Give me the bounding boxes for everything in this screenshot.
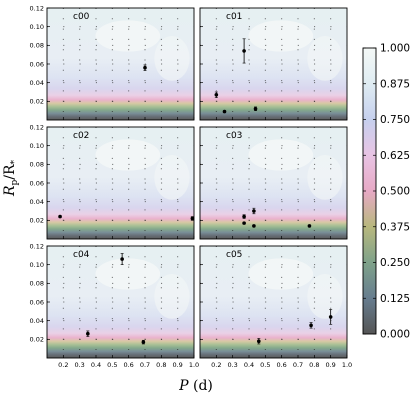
contour-blob xyxy=(154,155,190,200)
colorbar-tick-label: 1.000 xyxy=(380,43,410,55)
panel-title: c01 xyxy=(226,12,242,22)
y-tick-label: 0.06 xyxy=(30,179,44,187)
panel-c00: 0.02 0.04 0.06 0.08 0.10 0.12 c00 xyxy=(30,4,195,121)
data-point xyxy=(120,257,124,261)
data-point xyxy=(214,93,219,97)
contour-blob xyxy=(307,274,343,319)
contour-blob xyxy=(248,20,314,52)
panel-c05: 0.2 0.3 0.4 0.5 0.6 0.7 0.8 0.9 1.0 c05 xyxy=(199,245,352,369)
y-tick-label: 0.10 xyxy=(30,142,44,150)
colorbar-tick-label: 0.625 xyxy=(380,150,410,162)
data-point xyxy=(252,224,256,228)
y-tick-label: 0.12 xyxy=(30,123,44,131)
y-tick-label: 0.06 xyxy=(30,298,44,306)
x-tick-label: 0.5 xyxy=(260,361,270,369)
y-tick-label: 0.08 xyxy=(30,280,44,288)
data-point xyxy=(242,221,246,225)
x-tick-label: 0.3 xyxy=(74,361,84,369)
contour-blob xyxy=(95,258,161,290)
data-point xyxy=(242,214,246,219)
y-tick-label: 0.04 xyxy=(30,198,44,206)
x-tick-label: 1.0 xyxy=(189,361,199,369)
panel-title: c05 xyxy=(226,250,242,260)
x-tick-label: 0.7 xyxy=(293,361,303,369)
y-tick-label: 0.08 xyxy=(30,161,44,169)
x-axis-label: P (d) xyxy=(178,378,213,394)
colorbar: 1.000 0.875 0.750 0.625 0.500 0.375 0.250 0.125… xyxy=(362,43,410,341)
panel-title: c04 xyxy=(73,250,90,260)
contour-blob xyxy=(154,274,190,319)
x-tick-label: 0.9 xyxy=(172,361,182,369)
data-point xyxy=(86,331,90,336)
y-axis-label: Rp/R* xyxy=(2,159,20,197)
colorbar-tick-label: 0.500 xyxy=(380,186,410,198)
x-tick-label: 0.2 xyxy=(58,361,68,369)
data-point xyxy=(222,109,227,114)
x-tick-label: 0.7 xyxy=(140,361,150,369)
y-tick-label: 0.10 xyxy=(30,23,44,31)
panel-c03: c03 xyxy=(199,126,348,240)
data-point xyxy=(328,315,333,319)
data-point xyxy=(307,224,312,228)
contour-blob xyxy=(248,258,314,290)
data-point xyxy=(58,214,62,219)
colorbar-tick-label: 0.875 xyxy=(380,78,410,90)
x-tick-label: 1.0 xyxy=(342,361,352,369)
data-point xyxy=(252,209,256,213)
x-tick-label: 0.8 xyxy=(309,361,319,369)
data-point xyxy=(309,323,313,328)
panel-title: c02 xyxy=(73,131,89,141)
data-point xyxy=(242,49,246,53)
y-tick-label: 0.12 xyxy=(30,242,44,250)
contour-blob xyxy=(95,20,161,52)
contour-blob xyxy=(154,36,190,81)
data-point xyxy=(143,65,147,70)
y-tick-label: 0.08 xyxy=(30,42,44,50)
y-tick-label: 0.12 xyxy=(30,4,44,12)
colorbar-tick-label: 0.750 xyxy=(380,114,410,126)
y-tick-label: 0.04 xyxy=(30,317,44,325)
data-point xyxy=(190,216,195,221)
x-tick-label: 0.8 xyxy=(156,361,166,369)
panel-title: c03 xyxy=(226,131,242,141)
panel-c04: 0.02 0.04 0.06 0.08 0.10 0.12 0.2 0.3 0.4 0.5 0.6 0… xyxy=(30,242,200,369)
colorbar-tick-label: 0.375 xyxy=(380,221,410,233)
y-tick-label: 0.06 xyxy=(30,60,44,68)
colorbar-tick-label: 0.000 xyxy=(380,329,410,341)
y-tick-label: 0.02 xyxy=(30,336,44,344)
contour-blob xyxy=(307,155,343,200)
y-tick-label: 0.02 xyxy=(30,98,44,106)
data-point xyxy=(257,339,261,344)
colorbar-tick-label: 0.250 xyxy=(380,257,410,269)
panel-c01: c01 xyxy=(199,7,348,121)
y-tick-label: 0.10 xyxy=(30,261,44,269)
y-tick-label: 0.02 xyxy=(30,217,44,225)
x-tick-label: 0.5 xyxy=(107,361,117,369)
x-tick-label: 0.9 xyxy=(325,361,335,369)
x-tick-label: 0.3 xyxy=(227,361,237,369)
y-tick-label: 0.04 xyxy=(30,79,44,87)
x-tick-label: 0.4 xyxy=(91,361,101,369)
x-tick-label: 0.4 xyxy=(244,361,254,369)
colorbar-tick-label: 0.125 xyxy=(380,293,410,305)
panel-c02: 0.02 0.04 0.06 0.08 0.10 0.12 c02 xyxy=(30,123,195,240)
data-point xyxy=(141,340,146,344)
x-tick-label: 0.6 xyxy=(276,361,286,369)
contour-blob xyxy=(95,139,161,171)
panel-title: c00 xyxy=(73,12,90,22)
x-tick-label: 0.6 xyxy=(123,361,133,369)
contour-blob xyxy=(248,139,314,171)
data-point xyxy=(253,107,258,111)
x-tick-label: 0.2 xyxy=(211,361,221,369)
contour-blob xyxy=(307,36,343,81)
